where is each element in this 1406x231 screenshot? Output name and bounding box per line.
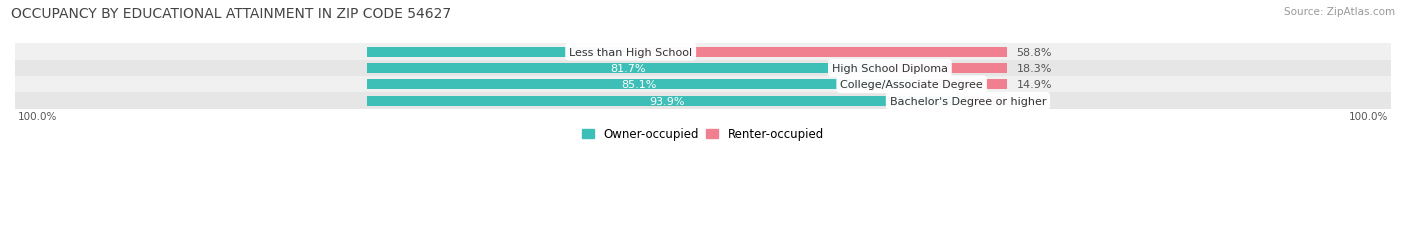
Bar: [367, 96, 967, 106]
Text: 93.9%: 93.9%: [650, 96, 685, 106]
Bar: [967, 96, 1007, 106]
Text: Bachelor's Degree or higher: Bachelor's Degree or higher: [890, 96, 1046, 106]
Text: High School Diploma: High School Diploma: [832, 64, 948, 74]
Text: 14.9%: 14.9%: [1017, 80, 1052, 90]
Text: Source: ZipAtlas.com: Source: ZipAtlas.com: [1284, 7, 1395, 17]
Text: College/Associate Degree: College/Associate Degree: [841, 80, 983, 90]
Text: 100.0%: 100.0%: [18, 111, 58, 121]
Text: OCCUPANCY BY EDUCATIONAL ATTAINMENT IN ZIP CODE 54627: OCCUPANCY BY EDUCATIONAL ATTAINMENT IN Z…: [11, 7, 451, 21]
Text: 6.1%: 6.1%: [1017, 96, 1045, 106]
Bar: [15, 61, 1391, 77]
Legend: Owner-occupied, Renter-occupied: Owner-occupied, Renter-occupied: [582, 128, 824, 141]
Bar: [367, 64, 890, 74]
Text: 85.1%: 85.1%: [621, 80, 657, 90]
Text: 58.8%: 58.8%: [1017, 47, 1052, 57]
Bar: [367, 47, 631, 58]
Bar: [15, 77, 1391, 93]
Text: 18.3%: 18.3%: [1017, 64, 1052, 74]
Bar: [890, 64, 1007, 74]
Text: Less than High School: Less than High School: [569, 47, 692, 57]
Bar: [631, 47, 1007, 58]
Text: 100.0%: 100.0%: [1348, 111, 1388, 121]
Bar: [15, 93, 1391, 109]
Text: 41.2%: 41.2%: [585, 47, 621, 57]
Text: 81.7%: 81.7%: [610, 64, 647, 74]
Bar: [15, 44, 1391, 61]
Bar: [911, 80, 1007, 90]
Bar: [367, 80, 911, 90]
